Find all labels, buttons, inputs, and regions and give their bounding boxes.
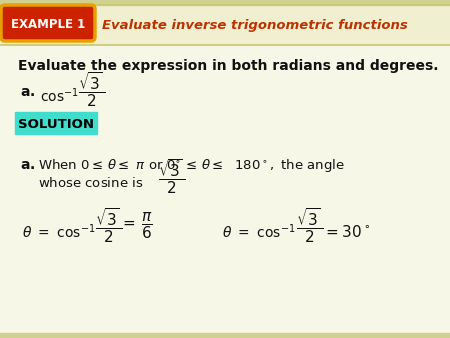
- Text: $\dfrac{\sqrt{3}\,}{2}$: $\dfrac{\sqrt{3}\,}{2}$: [296, 207, 324, 245]
- Bar: [0, 333, 450, 338]
- Text: SOLUTION: SOLUTION: [18, 118, 94, 130]
- FancyBboxPatch shape: [1, 5, 95, 41]
- Text: $\mathrm{whose\ cosine\ is}$: $\mathrm{whose\ cosine\ is}$: [38, 176, 144, 190]
- Text: $=30^\circ$: $=30^\circ$: [323, 224, 370, 240]
- Bar: [15, 112, 97, 134]
- Bar: [0, 45, 450, 333]
- Text: $=\,\dfrac{\pi}{6}$: $=\,\dfrac{\pi}{6}$: [120, 211, 153, 241]
- Bar: [0, 5, 450, 45]
- Text: $\mathbf{a.}$: $\mathbf{a.}$: [20, 85, 35, 99]
- Text: Evaluate the expression in both radians and degrees.: Evaluate the expression in both radians …: [18, 59, 438, 73]
- Text: $\mathrm{When}\ 0{\leq}\,\theta{\leq}\ \pi\ \mathrm{or}\ 0^{\!\circ}{\leq}\,\the: $\mathrm{When}\ 0{\leq}\,\theta{\leq}\ \…: [38, 156, 345, 173]
- Text: EXAMPLE 1: EXAMPLE 1: [11, 18, 85, 30]
- Text: $\mathbf{a.}$: $\mathbf{a.}$: [20, 158, 35, 172]
- Text: $\theta\ =\ \mathrm{cos}^{-1}$: $\theta\ =\ \mathrm{cos}^{-1}$: [22, 223, 95, 241]
- Text: $\mathrm{cos}^{-1}$: $\mathrm{cos}^{-1}$: [40, 87, 79, 105]
- Text: $\theta\ =\ \mathrm{cos}^{-1}$: $\theta\ =\ \mathrm{cos}^{-1}$: [222, 223, 295, 241]
- Bar: [0, 0, 450, 5]
- Text: $\dfrac{\sqrt{3}\,}{2}$: $\dfrac{\sqrt{3}\,}{2}$: [158, 158, 185, 196]
- Text: $\dfrac{\sqrt{3}\,}{2}$: $\dfrac{\sqrt{3}\,}{2}$: [78, 71, 105, 110]
- Text: Evaluate inverse trigonometric functions: Evaluate inverse trigonometric functions: [102, 19, 408, 31]
- Text: $\dfrac{\sqrt{3}\,}{2}$: $\dfrac{\sqrt{3}\,}{2}$: [95, 207, 122, 245]
